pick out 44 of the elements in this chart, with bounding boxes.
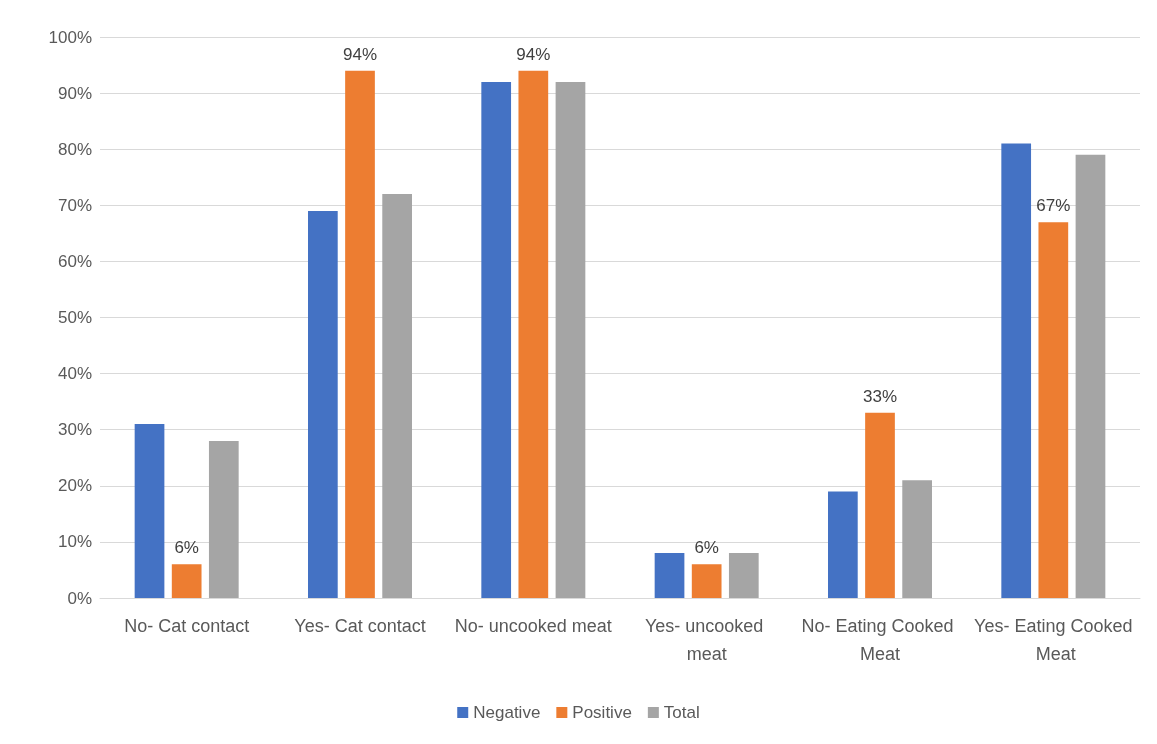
y-tick-label: 80% <box>57 139 92 159</box>
y-tick-label: 60% <box>57 251 92 271</box>
bar <box>1075 154 1106 598</box>
bar <box>134 424 165 598</box>
y-tick-label: 30% <box>57 420 92 440</box>
bar <box>171 564 202 598</box>
y-tick-label: 100% <box>48 27 92 47</box>
x-tick-label: No- Eating Cooked Meat <box>801 616 959 664</box>
x-tick-label: No- Cat contact <box>124 616 250 636</box>
legend-label: Negative <box>473 703 541 722</box>
bar <box>308 210 338 598</box>
y-tick-label: 20% <box>57 476 92 496</box>
x-tick-label: Yes- Eating Cooked Meat <box>974 616 1133 664</box>
x-tick-label: Yes- Cat contact <box>294 616 426 636</box>
data-label: 67% <box>1036 196 1071 216</box>
data-label: 6% <box>174 538 199 558</box>
bar <box>865 412 895 598</box>
y-tick-label: 70% <box>57 195 92 215</box>
bar <box>902 480 932 598</box>
bar <box>382 194 412 598</box>
bar <box>728 553 759 598</box>
bar <box>691 564 722 598</box>
y-tick-label: 0% <box>67 588 92 608</box>
bar <box>555 81 586 598</box>
legend-label: Positive <box>572 703 632 722</box>
y-tick-label: 50% <box>57 308 92 327</box>
bar <box>828 491 858 598</box>
data-label: 94% <box>342 44 378 64</box>
y-tick-label: 10% <box>57 532 92 552</box>
bar <box>208 440 239 598</box>
bar <box>518 70 549 598</box>
data-label: 94% <box>516 44 551 64</box>
legend-label: Total <box>663 703 700 722</box>
data-label: 33% <box>862 386 898 406</box>
y-tick-label: 90% <box>57 83 92 103</box>
bar <box>345 70 375 598</box>
bar <box>481 81 512 598</box>
x-tick-label: No- uncooked meat <box>454 616 612 636</box>
x-tick-label: Yes- uncooked meat <box>644 616 769 664</box>
bar <box>1001 143 1032 598</box>
data-label: 6% <box>694 538 719 558</box>
y-tick-label: 40% <box>57 364 92 384</box>
bar <box>1038 222 1069 598</box>
bar <box>654 553 685 598</box>
